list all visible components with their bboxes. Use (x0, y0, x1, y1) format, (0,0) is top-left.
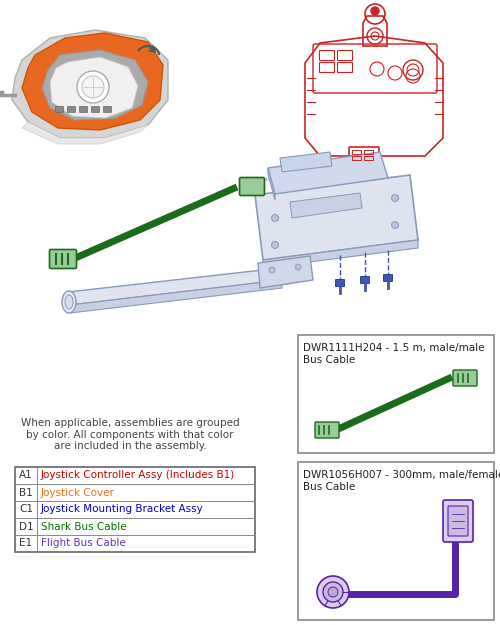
FancyBboxPatch shape (384, 274, 392, 281)
Text: DWR1056H007 - 300mm, male/female
Bus Cable: DWR1056H007 - 300mm, male/female Bus Cab… (303, 470, 500, 492)
FancyBboxPatch shape (68, 106, 76, 112)
FancyBboxPatch shape (92, 106, 100, 112)
Polygon shape (268, 168, 275, 200)
FancyBboxPatch shape (453, 370, 477, 386)
Polygon shape (255, 175, 418, 260)
Bar (352, 156, 361, 160)
Circle shape (272, 214, 278, 221)
Text: Joystick Controller Assy (Includes B1): Joystick Controller Assy (Includes B1) (41, 471, 235, 481)
Circle shape (392, 221, 398, 229)
Bar (352, 150, 361, 154)
FancyBboxPatch shape (80, 106, 88, 112)
FancyBboxPatch shape (298, 462, 494, 620)
Circle shape (392, 194, 398, 201)
Polygon shape (263, 240, 418, 268)
Polygon shape (42, 50, 148, 120)
FancyBboxPatch shape (336, 279, 344, 286)
Polygon shape (68, 268, 282, 305)
Polygon shape (268, 152, 388, 194)
Circle shape (269, 267, 275, 273)
Circle shape (317, 576, 349, 608)
Polygon shape (70, 280, 282, 313)
Circle shape (272, 241, 278, 249)
Ellipse shape (62, 291, 76, 313)
Polygon shape (258, 256, 313, 288)
Polygon shape (290, 193, 362, 218)
Circle shape (295, 264, 301, 270)
Polygon shape (22, 33, 163, 130)
Text: B1: B1 (19, 488, 33, 498)
FancyBboxPatch shape (240, 177, 264, 196)
Polygon shape (12, 30, 168, 138)
Circle shape (323, 582, 343, 602)
Text: Flight Bus Cable: Flight Bus Cable (41, 539, 126, 549)
Bar (364, 156, 373, 160)
Text: Joystick Cover: Joystick Cover (41, 488, 115, 498)
FancyBboxPatch shape (50, 249, 76, 269)
Bar (15, 467, 255, 552)
Polygon shape (22, 122, 148, 144)
Polygon shape (50, 57, 138, 118)
Circle shape (82, 76, 104, 98)
Bar (364, 150, 373, 154)
Polygon shape (280, 152, 332, 172)
Text: A1: A1 (19, 471, 33, 481)
Text: D1: D1 (18, 521, 34, 531)
Text: When applicable, assemblies are grouped
by color. All components with that color: When applicable, assemblies are grouped … (20, 418, 240, 451)
Circle shape (77, 71, 109, 103)
Text: Shark Bus Cable: Shark Bus Cable (41, 521, 126, 531)
Circle shape (328, 587, 338, 597)
FancyBboxPatch shape (56, 106, 64, 112)
FancyBboxPatch shape (360, 276, 370, 284)
Text: C1: C1 (19, 504, 33, 514)
Ellipse shape (65, 295, 73, 309)
FancyBboxPatch shape (104, 106, 112, 112)
Circle shape (371, 7, 379, 15)
FancyBboxPatch shape (298, 335, 494, 453)
FancyBboxPatch shape (443, 500, 473, 542)
Text: E1: E1 (20, 539, 32, 549)
FancyBboxPatch shape (448, 506, 468, 536)
FancyBboxPatch shape (315, 422, 339, 438)
Text: Joystick Mounting Bracket Assy: Joystick Mounting Bracket Assy (41, 504, 204, 514)
Text: DWR1111H204 - 1.5 m, male/male
Bus Cable: DWR1111H204 - 1.5 m, male/male Bus Cable (303, 343, 484, 364)
